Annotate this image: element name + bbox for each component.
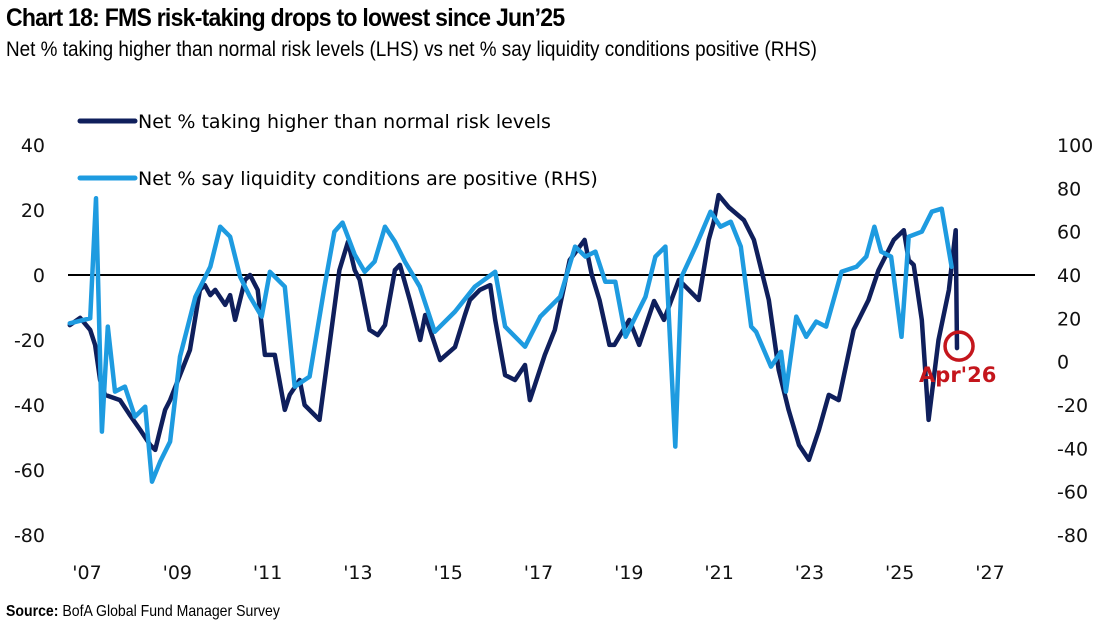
x-tick-label: '23 <box>795 562 824 584</box>
chart-canvas: 40 20 0 -20 -40 -60 -80 100 80 60 40 20 0 -20 -40 -60 -… <box>14 111 1093 584</box>
source-text: BofA Global Fund Manager Survey <box>58 603 280 620</box>
series-layer <box>67 192 960 484</box>
left-tick-label: -60 <box>14 460 45 482</box>
source-label: Source: <box>6 603 59 620</box>
left-axis: 40 20 0 -20 -40 -60 -80 <box>14 135 45 547</box>
legend: Net % taking higher than normal risk lev… <box>77 111 598 190</box>
right-tick-label: -80 <box>1057 525 1088 547</box>
x-tick-label: '07 <box>72 562 101 584</box>
annotation-circle <box>943 330 975 362</box>
source-note: Source: BofA Global Fund Manager Survey <box>6 603 280 621</box>
x-tick-label: '27 <box>975 562 1004 584</box>
right-tick-label: -40 <box>1057 438 1088 460</box>
legend-label-liquidity: Net % say liquidity conditions are posit… <box>138 168 598 190</box>
x-tick-label: '09 <box>163 562 192 584</box>
right-tick-label: -60 <box>1057 482 1088 504</box>
right-tick-label: 0 <box>1057 352 1069 374</box>
right-tick-label: 100 <box>1057 135 1093 157</box>
left-tick-label: 40 <box>21 135 45 157</box>
right-tick-label: -20 <box>1057 395 1088 417</box>
legend-label-risk: Net % taking higher than normal risk lev… <box>138 111 551 133</box>
right-tick-label: 60 <box>1057 222 1081 244</box>
right-tick-label: 80 <box>1057 178 1081 200</box>
annotation-layer: Apr'26 <box>919 330 996 387</box>
left-tick-label: 20 <box>21 200 45 222</box>
left-tick-label: -20 <box>14 330 45 352</box>
x-tick-label: '25 <box>885 562 914 584</box>
x-tick-label: '15 <box>433 562 462 584</box>
chart-title: Chart 18: FMS risk-taking drops to lowes… <box>6 4 565 32</box>
x-tick-label: '13 <box>343 562 372 584</box>
left-tick-label: 0 <box>33 265 45 287</box>
x-tick-label: '17 <box>524 562 553 584</box>
liquidity-line <box>67 196 954 484</box>
x-tick-label: '19 <box>614 562 643 584</box>
chart-subtitle: Net % taking higher than normal risk lev… <box>6 38 817 61</box>
right-tick-label: 40 <box>1057 265 1081 287</box>
right-axis: 100 80 60 40 20 0 -20 -40 -60 -80 <box>1057 135 1093 547</box>
x-tick-label: '11 <box>253 562 282 584</box>
right-tick-label: 20 <box>1057 308 1081 330</box>
annotation-label: Apr'26 <box>919 363 996 387</box>
x-tick-label: '21 <box>704 562 733 584</box>
x-axis: '07 '09 '11 '13 '15 '17 '19 '21 '23 '25 '27 <box>72 562 1004 584</box>
left-tick-label: -80 <box>14 525 45 547</box>
left-tick-label: -40 <box>14 395 45 417</box>
